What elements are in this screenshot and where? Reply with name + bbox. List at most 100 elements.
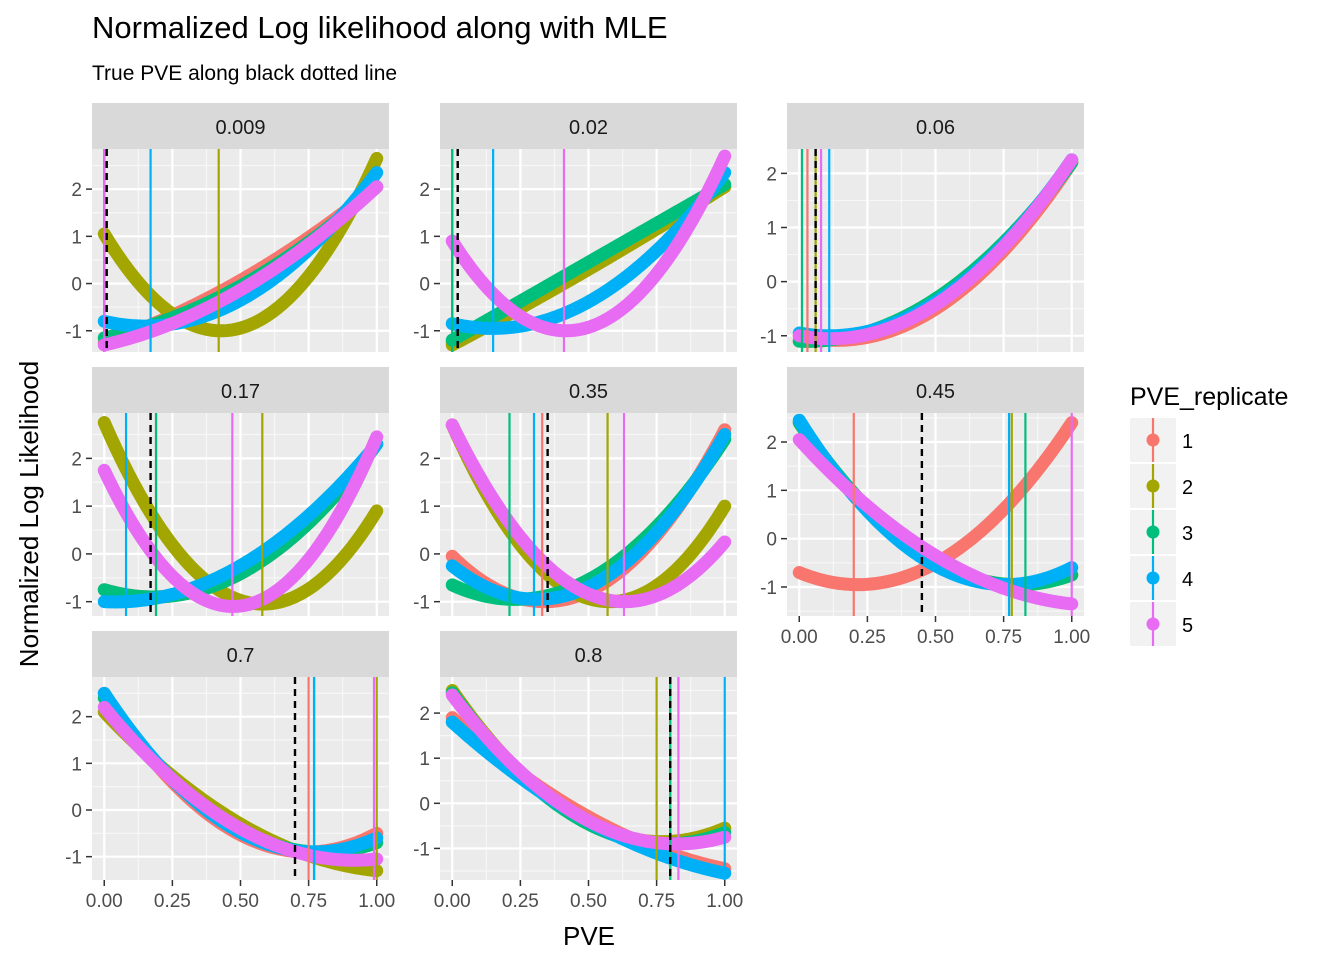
chart-title: Normalized Log likelihood along with MLE: [92, 10, 668, 45]
y-tick-label: -1: [65, 322, 82, 343]
legend-label: 4: [1182, 569, 1193, 591]
facet-strip-label: 0.45: [916, 381, 955, 403]
y-tick-label: -1: [413, 593, 430, 614]
facet-strip: [92, 367, 389, 413]
plot-area: [97, 677, 384, 880]
y-tick-label: 1: [766, 481, 777, 502]
x-tick-label: 0.50: [570, 891, 607, 912]
plot-area: [792, 149, 1079, 352]
x-tick-label: 0.25: [849, 627, 886, 648]
x-tick-label: 0.50: [222, 891, 259, 912]
legend-item-3: 3: [1130, 510, 1193, 554]
y-tick-label: 1: [419, 749, 430, 770]
facet-strip: [787, 103, 1084, 149]
facet-strip: [440, 631, 737, 677]
y-tick-label: 1: [419, 497, 430, 518]
plot-area: [97, 149, 384, 352]
y-tick-label: 0: [419, 794, 430, 815]
y-tick-label: 0: [766, 273, 777, 294]
x-tick-label: 1.00: [1053, 627, 1090, 648]
legend-item-2: 2: [1130, 464, 1193, 508]
y-tick-label: -1: [760, 327, 777, 348]
y-tick-label: -1: [413, 839, 430, 860]
legend-label: 5: [1182, 615, 1193, 637]
likelihood-curve-4: [445, 166, 732, 335]
facet-strip: [440, 367, 737, 413]
x-tick-label: 0.00: [86, 891, 123, 912]
facet-panel-0.009: 0.009 -1 0 1 2: [65, 103, 389, 352]
legend-label: 3: [1182, 523, 1193, 545]
facet-strip-label: 0.02: [569, 117, 608, 139]
likelihood-curve-5: [445, 149, 732, 338]
legend-key-point: [1146, 571, 1160, 585]
legend-key-point: [1146, 525, 1160, 539]
facet-panel-0.06: 0.06 -1 0 1 2: [760, 103, 1084, 352]
y-tick-label: 1: [71, 754, 82, 775]
facet-strip: [92, 631, 389, 677]
y-tick-label: 1: [419, 227, 430, 248]
x-tick-label: 0.75: [985, 627, 1022, 648]
x-tick-label: 0.00: [781, 627, 818, 648]
plot-area: [445, 677, 732, 880]
legend-item-4: 4: [1130, 556, 1193, 600]
facet-panel-0.45: 0.45 -1 0 1 2 0.00 0.25 0.50 0.75 1.00: [760, 367, 1090, 648]
plot-area: [97, 413, 384, 616]
facet-strip: [440, 103, 737, 149]
plot-area: [445, 149, 732, 352]
y-tick-label: 2: [766, 433, 777, 454]
y-tick-label: 2: [419, 449, 430, 470]
y-tick-label: 0: [71, 801, 82, 822]
facet-strip-label: 0.8: [575, 645, 603, 667]
legend-item-1: 1: [1130, 418, 1193, 462]
plot-area: [792, 413, 1079, 616]
x-tick-label: 0.75: [290, 891, 327, 912]
y-tick-label: 0: [766, 530, 777, 551]
likelihood-curve-5: [792, 153, 1079, 346]
y-tick-label: 2: [766, 164, 777, 185]
legend-key-point: [1146, 479, 1160, 493]
likelihood-curve-5: [445, 418, 732, 609]
facet-panel-0.02: 0.02 -1 0 1 2: [413, 103, 737, 352]
x-tick-label: 0.25: [502, 891, 539, 912]
facet-strip-label: 0.7: [227, 645, 255, 667]
x-tick-label: 0.00: [434, 891, 471, 912]
chart-subtitle: True PVE along black dotted line: [92, 62, 398, 85]
y-tick-label: -1: [65, 848, 82, 869]
likelihood-curve-5: [97, 700, 384, 867]
y-tick-label: -1: [413, 322, 430, 343]
likelihood-curve-3: [445, 177, 732, 347]
plot-area: [445, 413, 732, 616]
y-tick-label: 0: [419, 275, 430, 296]
facet-strip-label: 0.35: [569, 381, 608, 403]
legend-label: 2: [1182, 477, 1193, 499]
y-tick-label: 0: [71, 275, 82, 296]
y-tick-label: 2: [419, 180, 430, 201]
y-axis-label: Normalized Log Likelihood: [14, 361, 44, 667]
legend-title: PVE_replicate: [1130, 383, 1288, 411]
y-tick-label: 0: [71, 545, 82, 566]
x-tick-label: 0.75: [638, 891, 675, 912]
x-tick-label: 1.00: [706, 891, 743, 912]
y-tick-label: 0: [419, 545, 430, 566]
legend-label: 1: [1182, 431, 1193, 453]
facet-panel-0.17: 0.17 -1 0 1 2: [65, 367, 389, 616]
y-tick-label: 2: [71, 180, 82, 201]
y-tick-label: 1: [71, 497, 82, 518]
y-tick-label: 2: [71, 708, 82, 729]
legend-key-point: [1146, 433, 1160, 447]
facet-panel-0.35: 0.35 -1 0 1 2: [413, 367, 737, 616]
facet-strip: [92, 103, 389, 149]
y-tick-label: -1: [760, 578, 777, 599]
facet-panel-0.8: 0.8 -1 0 1 2 0.00 0.25 0.50 0.75 1.00: [413, 631, 743, 912]
y-tick-label: 1: [71, 227, 82, 248]
legend-item-5: 5: [1130, 602, 1193, 646]
facet-strip-label: 0.17: [221, 381, 260, 403]
y-tick-label: 1: [766, 218, 777, 239]
x-tick-label: 1.00: [358, 891, 395, 912]
facet-panel-0.7: 0.7 -1 0 1 2 0.00 0.25 0.50 0.75 1.00: [65, 631, 395, 912]
facet-strip: [787, 367, 1084, 413]
facet-strip-label: 0.06: [916, 117, 955, 139]
y-tick-label: 2: [71, 449, 82, 470]
y-tick-label: -1: [65, 593, 82, 614]
